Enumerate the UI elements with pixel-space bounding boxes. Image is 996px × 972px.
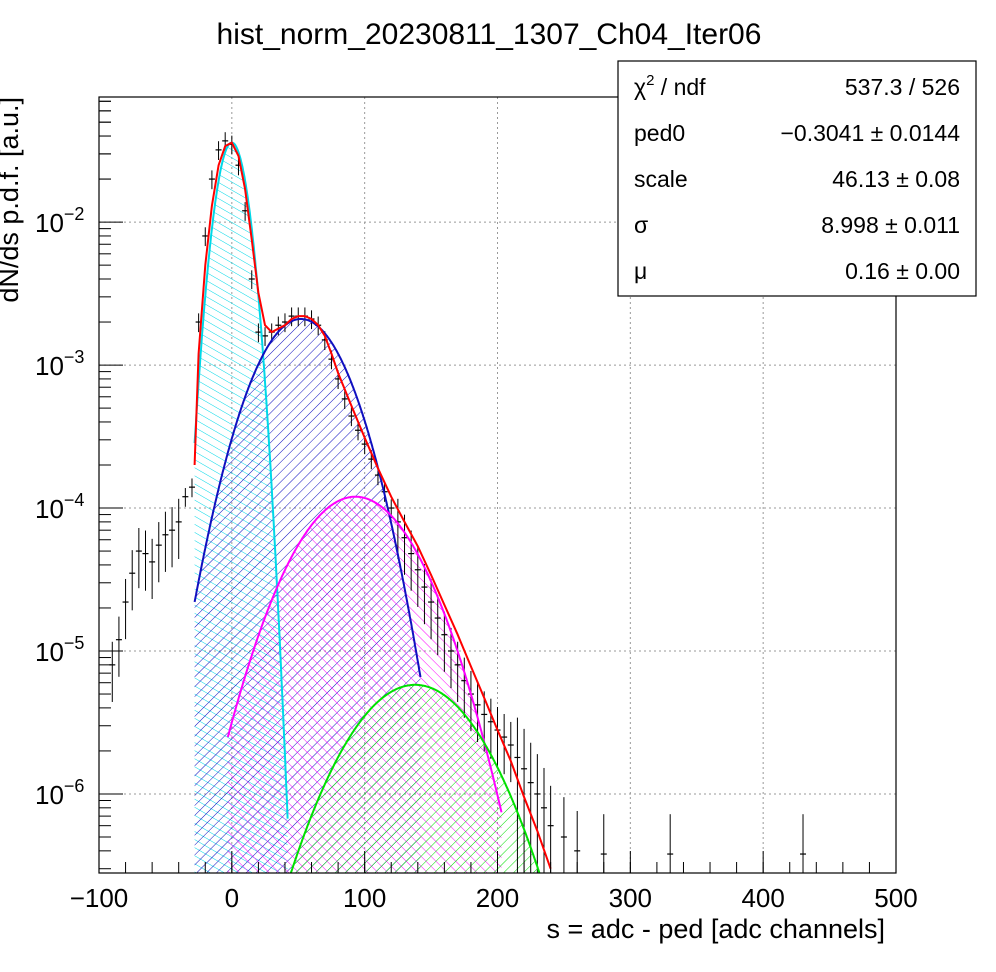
y-axis-label: dN/ds p.d.f. [a.u.] — [0, 97, 24, 303]
component-fills — [194, 142, 550, 873]
stats-key: scale — [634, 166, 688, 192]
chart-title: hist_norm_20230811_1307_Ch04_Iter06 — [217, 18, 762, 51]
x-axis-label: s = adc - ped [adc channels] — [547, 914, 885, 944]
stats-key: χ2 / ndf — [634, 72, 706, 100]
y-tick-label: 10−2 — [35, 204, 84, 238]
fit-curves — [193, 141, 552, 873]
y-tick-label: 10−4 — [35, 490, 84, 524]
fit-total-curve — [193, 141, 552, 870]
component-curve-3-p-e- — [289, 683, 541, 873]
stats-box-frame — [617, 60, 977, 297]
stats-value: 8.998 ± 0.011 — [821, 212, 960, 238]
histogram-data — [109, 132, 807, 873]
x-tick-label: 500 — [874, 883, 917, 913]
y-tick-label: 10−5 — [35, 633, 84, 667]
component-curve-2-p-e- — [226, 495, 503, 813]
stats-value: 0.16 ± 0.00 — [845, 258, 960, 284]
x-axis: −100 0 100 200 300 400 500 — [70, 851, 918, 913]
x-tick-label: 100 — [343, 883, 386, 913]
stats-key: μ — [634, 258, 647, 284]
x-tick-label: 0 — [225, 883, 239, 913]
stats-value: −0.3041 ± 0.0144 — [780, 120, 960, 146]
stats-key: ped0 — [634, 120, 685, 146]
stats-value: 46.13 ± 0.08 — [832, 166, 960, 192]
stats-key: σ — [634, 212, 648, 238]
y-tick-label: 10−3 — [35, 347, 84, 381]
component-curve-1-p-e- — [193, 318, 422, 678]
fit-stats-box: χ2 / ndf 537.3 / 526 ped0 −0.3041 ± 0.0144 s… — [617, 60, 977, 297]
x-tick-label: 300 — [609, 883, 652, 913]
x-tick-label: −100 — [70, 883, 129, 913]
y-axis: 10−2 10−3 10−4 10−5 10−6 — [35, 100, 123, 870]
component-curve-pedestal — [193, 141, 289, 819]
stats-value: 537.3 / 526 — [845, 74, 960, 100]
x-tick-label: 400 — [741, 883, 784, 913]
y-tick-label: 10−6 — [35, 776, 84, 810]
x-tick-label: 200 — [476, 883, 519, 913]
